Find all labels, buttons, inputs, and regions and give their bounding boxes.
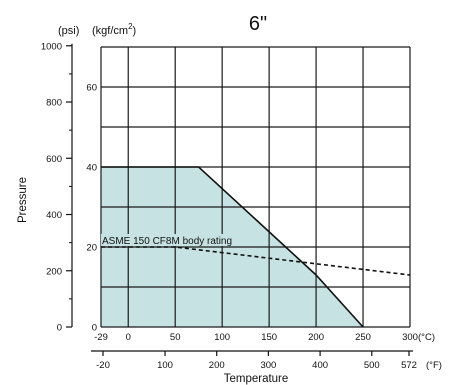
- fahrenheit-tick-label: 300: [260, 360, 276, 371]
- celsius-tick-label: 150: [261, 332, 277, 343]
- kgf-unit-close: ): [133, 25, 137, 37]
- fahrenheit-tick-label: -20: [96, 360, 110, 371]
- celsius-tick-label: 0: [126, 332, 131, 343]
- axis-layer: [66, 43, 413, 356]
- psi-tick-label: 200: [46, 266, 62, 277]
- kgf-unit-superscript: 2: [128, 22, 133, 31]
- psi-tick-label: 0: [57, 323, 62, 334]
- celsius-tick-label: 300: [402, 332, 418, 343]
- celsius-tick-label: 200: [308, 332, 324, 343]
- celsius-tick-label: 250: [355, 332, 371, 343]
- fahrenheit-unit-label: (°F): [426, 360, 442, 371]
- y-axis-title: Pressure: [17, 177, 29, 223]
- series-layer: [101, 166, 411, 328]
- chart-title: 6": [249, 13, 267, 35]
- psi-tick-label: 1000: [41, 41, 62, 52]
- dashed-rating-line: [101, 246, 411, 276]
- kgf-tick-label: 0: [92, 323, 97, 334]
- psi-tick-label: 600: [46, 154, 62, 165]
- celsius-tick-label: 100: [214, 332, 230, 343]
- kgf-tick-label: 60: [86, 83, 97, 94]
- fahrenheit-tick-label: 572: [401, 360, 417, 371]
- asme-rating-annotation: ASME 150 CF8M body rating: [102, 236, 232, 247]
- kgf-tick-label: 40: [86, 163, 97, 174]
- fahrenheit-tick-label: 200: [209, 360, 225, 371]
- kgf-unit-label: (kgf/cm2): [92, 22, 136, 37]
- celsius-tick-label: 50: [170, 332, 181, 343]
- kgf-tick-label: 20: [86, 243, 97, 254]
- psi-unit-label: (psi): [58, 25, 79, 37]
- celsius-unit-label: (°C): [418, 332, 435, 343]
- psi-tick-label: 800: [46, 98, 62, 109]
- x-axis-title: Temperature: [224, 373, 289, 385]
- rating-line: [101, 166, 364, 328]
- fahrenheit-tick-label: 400: [312, 360, 328, 371]
- fahrenheit-tick-label: 500: [364, 360, 380, 371]
- fahrenheit-tick-label: 100: [157, 360, 173, 371]
- kgf-unit-text: (kgf/cm: [92, 25, 128, 37]
- celsius-tick-label: -29: [94, 332, 108, 343]
- annotation-background: [101, 234, 244, 246]
- psi-tick-label: 400: [46, 210, 62, 221]
